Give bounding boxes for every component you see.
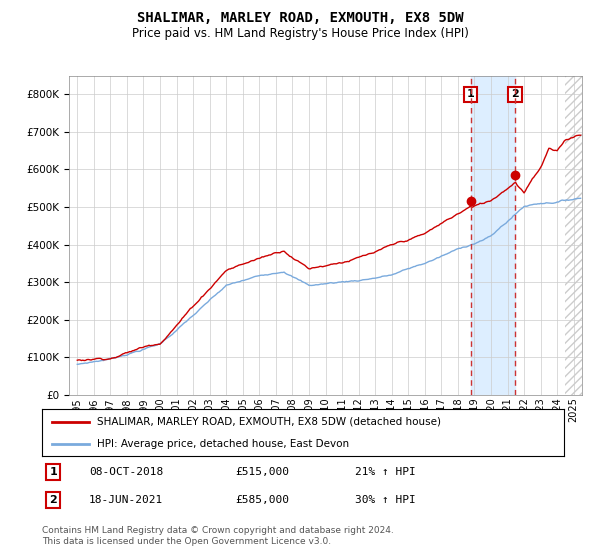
Bar	[470, 76, 515, 395]
Text: SHALIMAR, MARLEY ROAD, EXMOUTH, EX8 5DW (detached house): SHALIMAR, MARLEY ROAD, EXMOUTH, EX8 5DW …	[97, 417, 441, 427]
Bar	[565, 76, 582, 395]
Text: Price paid vs. HM Land Registry's House Price Index (HPI): Price paid vs. HM Land Registry's House …	[131, 27, 469, 40]
Bar	[565, 76, 582, 395]
Text: £585,000: £585,000	[235, 495, 289, 505]
Text: Contains HM Land Registry data © Crown copyright and database right 2024.
This d: Contains HM Land Registry data © Crown c…	[42, 526, 394, 546]
Text: 1: 1	[50, 467, 58, 477]
Text: 1: 1	[467, 90, 475, 99]
Text: 21% ↑ HPI: 21% ↑ HPI	[355, 467, 416, 477]
Text: 08-OCT-2018: 08-OCT-2018	[89, 467, 163, 477]
Text: 2: 2	[50, 495, 58, 505]
Text: SHALIMAR, MARLEY ROAD, EXMOUTH, EX8 5DW: SHALIMAR, MARLEY ROAD, EXMOUTH, EX8 5DW	[137, 11, 463, 25]
Text: 2: 2	[511, 90, 519, 99]
Text: 18-JUN-2021: 18-JUN-2021	[89, 495, 163, 505]
Text: HPI: Average price, detached house, East Devon: HPI: Average price, detached house, East…	[97, 438, 349, 449]
Text: 30% ↑ HPI: 30% ↑ HPI	[355, 495, 416, 505]
Text: £515,000: £515,000	[235, 467, 289, 477]
